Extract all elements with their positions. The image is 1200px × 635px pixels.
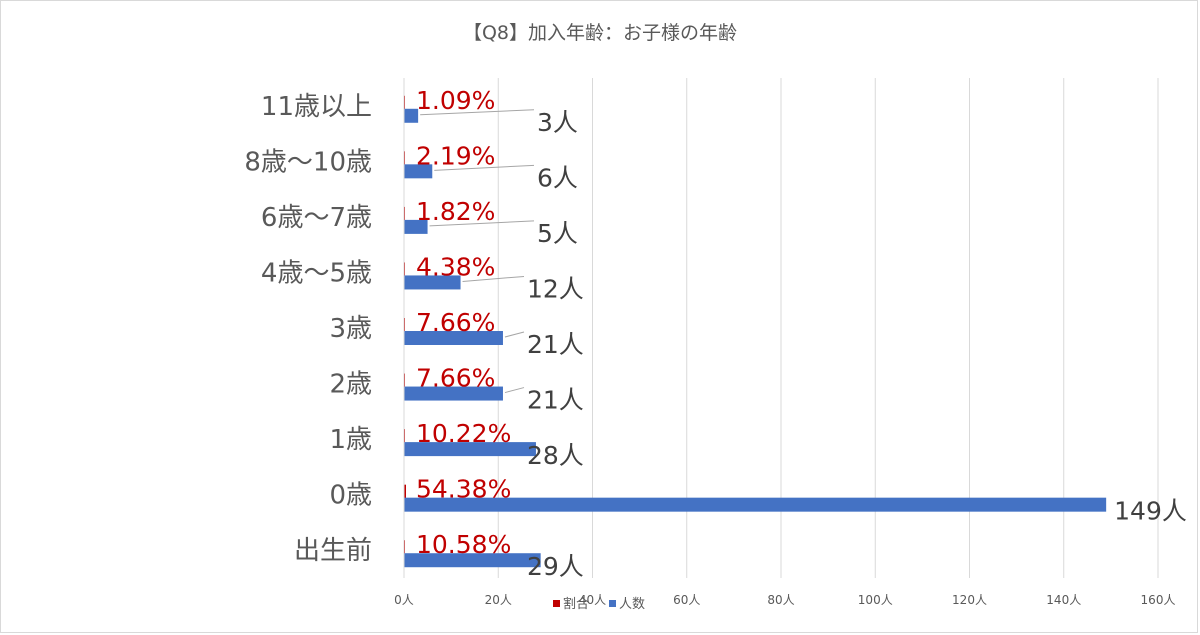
x-tick-label: 60人 bbox=[673, 593, 700, 607]
leader-line bbox=[504, 331, 525, 338]
count-bar bbox=[404, 275, 461, 290]
pct-label: 1.09% bbox=[416, 86, 495, 115]
leader-line bbox=[462, 275, 525, 282]
pct-label: 1.82% bbox=[416, 197, 495, 226]
axis: 0人 20人 40人 60人 80人 100人 120人 140人 160人 11歳以上 8歳～10… bbox=[244, 78, 1175, 607]
pct-label: 7.66% bbox=[416, 364, 495, 393]
x-tick-label: 100人 bbox=[858, 593, 893, 607]
leader-line bbox=[429, 220, 535, 227]
count-label: 29人 bbox=[527, 552, 584, 581]
count-bar bbox=[404, 108, 419, 123]
legend: 割合 人数 bbox=[553, 596, 645, 612]
count-label: 21人 bbox=[527, 386, 584, 415]
pct-label: 10.22% bbox=[416, 419, 511, 448]
count-label: 6人 bbox=[537, 163, 578, 192]
leader-lines bbox=[420, 109, 535, 394]
pct-label: 2.19% bbox=[416, 141, 495, 170]
count-label: 28人 bbox=[527, 441, 584, 470]
category-label: 4歳～5歳 bbox=[261, 258, 372, 288]
count-bar bbox=[404, 442, 536, 457]
x-tick-label: 80人 bbox=[767, 593, 794, 607]
category-label: 3歳 bbox=[329, 314, 372, 344]
count-label: 149人 bbox=[1114, 497, 1187, 526]
count-bar bbox=[404, 553, 541, 568]
count-bar bbox=[404, 497, 1107, 512]
legend-swatch bbox=[609, 600, 616, 607]
count-bar bbox=[404, 386, 503, 401]
category-label: 8歳～10歳 bbox=[244, 147, 372, 177]
pct-label: 7.66% bbox=[416, 308, 495, 337]
leader-line bbox=[420, 109, 535, 116]
count-label: 12人 bbox=[527, 274, 584, 303]
leader-line bbox=[434, 164, 535, 171]
category-label: 6歳～7歳 bbox=[261, 203, 372, 233]
labels: 1.09% 3人 2.19% 6人 1.82% 5人 4.38% 12人 7.66% 21人 7.6… bbox=[416, 86, 1187, 581]
category-label: 1歳 bbox=[329, 425, 372, 455]
count-bar bbox=[404, 331, 503, 345]
bars bbox=[404, 95, 1107, 568]
category-label: 出生前 bbox=[294, 536, 372, 566]
gridlines bbox=[497, 78, 1159, 578]
count-label: 5人 bbox=[537, 219, 578, 248]
count-bar bbox=[404, 164, 433, 179]
pct-label: 4.38% bbox=[416, 252, 495, 281]
pct-bar bbox=[404, 484, 406, 499]
count-label: 21人 bbox=[527, 330, 584, 359]
legend-swatch bbox=[553, 600, 560, 607]
legend-entry: 割合 bbox=[563, 596, 589, 612]
pct-label: 10.58% bbox=[416, 530, 511, 559]
count-bar bbox=[404, 219, 428, 234]
leader-line bbox=[504, 387, 525, 394]
chart-title: 【Q8】加入年齢：お子様の年齢 bbox=[462, 22, 738, 44]
x-tick-label: 160人 bbox=[1141, 593, 1176, 607]
category-label: 11歳以上 bbox=[261, 92, 372, 122]
x-tick-label: 20人 bbox=[485, 593, 512, 607]
x-tick-label: 120人 bbox=[952, 593, 987, 607]
x-tick-label: 140人 bbox=[1046, 593, 1081, 607]
pct-label: 54.38% bbox=[416, 475, 511, 504]
category-label: 2歳 bbox=[329, 370, 372, 400]
count-label: 3人 bbox=[537, 108, 578, 137]
category-label: 0歳 bbox=[329, 481, 372, 511]
legend-entry: 人数 bbox=[619, 597, 645, 612]
x-tick-label: 40人 bbox=[579, 593, 606, 607]
x-tick-label: 0人 bbox=[394, 593, 414, 607]
